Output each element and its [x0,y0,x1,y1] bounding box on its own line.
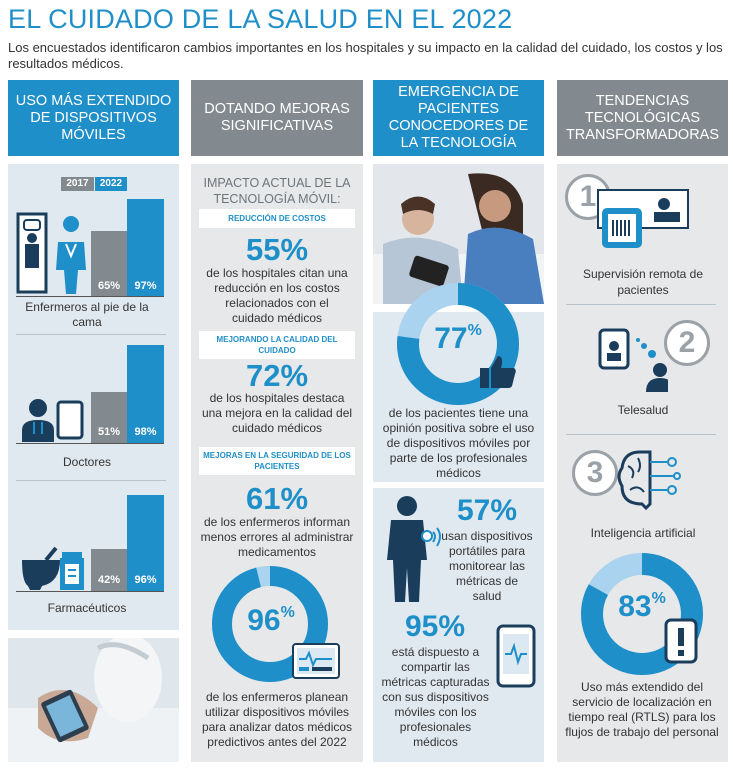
baseline-2 [16,443,164,444]
value-2022-pharmacists: 96% [134,574,157,586]
value-2017-nurses: 65% [97,280,121,292]
text-55: de los hospitales citan una reducción en… [206,266,348,325]
page-title: EL CUIDADO DE LA SALUD EN EL 2022 [8,4,513,34]
col3-header: EMERGENCIA DE PACIENTES CONOCEDORES DE L… [373,80,544,156]
donut-77 [397,283,519,405]
divider [566,434,716,435]
label-pharmacists: Farmacéuticos [47,601,127,615]
text-57: usan dispositivos portátiles para monito… [441,529,533,603]
nurse-tablet-photo [8,638,179,762]
mortar-pill-bottle-icon [22,546,84,590]
donut-77-percent: % [467,322,482,339]
label-ai: Inteligencia artificial [590,526,696,540]
donut-83-number: 83 [618,590,652,623]
label-nurses: Enfermeros al pie de la cama [25,300,149,329]
text-72: de los hospitales destaca una mejora en … [201,391,353,435]
tag-cost-reduction: REDUCCIÓN DE COSTOS [199,209,355,228]
value-2017-doctors: 51% [97,426,121,438]
ai-brain-icon [617,450,681,511]
bar-2017-nurses [91,231,127,296]
bar-2022-pharmacists [127,495,164,591]
stat-61: 61% [245,481,309,516]
baseline-3 [16,591,164,592]
col1-header: USO MÁS EXTENDIDO DE DISPOSITIVOS MÓVILE… [8,80,179,156]
value-2022-doctors: 98% [134,426,157,438]
donut-96-label: 96% [236,604,306,638]
donut-77-label: 77% [423,322,493,356]
phone-heartbeat-icon [496,624,536,688]
donut-77-number: 77 [434,322,468,355]
donut-96-number: 96 [247,604,281,637]
bed-nurse-icon [16,212,86,294]
text-61: de los enfermeros informan menos errores… [200,515,354,559]
label-telehealth: Telesalud [617,403,669,417]
divider [566,304,716,305]
donut-83 [581,553,703,675]
text-83: Uso más extendido del servicio de locali… [565,680,719,739]
legend-2017: 2017 [66,178,89,189]
patient-doctor-photo [373,164,544,304]
bar-2022-nurses [127,199,164,296]
donut-96 [212,566,328,682]
monitor-chart-icon [292,643,340,679]
label-doctors: Doctores [62,455,112,469]
doctor-tablet-icon [22,399,84,442]
value-2017-pharmacists: 42% [97,574,121,586]
number-badge-3: 3 [572,450,618,496]
col2-header: DOTANDO MEJORAS SIGNIFICATIVAS [191,80,363,156]
stat-95: 95% [404,610,466,643]
bar-2017-pharmacists [91,549,127,591]
telehealth-icon [598,328,668,392]
label-remote-monitoring: Supervisión remota de pacientes [582,267,704,297]
value-2022-nurses: 97% [134,280,157,292]
col4-header: TENDENCIAS TECNOLÓGICAS TRANSFORMADORAS [557,80,728,156]
stat-55: 55% [245,232,309,267]
remote-monitoring-icon [597,189,689,248]
bar-2022-doctors [127,345,164,443]
baseline-1 [16,296,164,297]
person-watch-icon [387,496,441,602]
page-subtitle: Los encuestados identificaron cambios im… [8,40,723,71]
divider [16,480,166,481]
thumbs-up-icon [480,356,516,388]
legend-2022: 2022 [99,178,123,189]
text-96: de los enfermeros planean utilizar dispo… [201,690,353,749]
location-alert-icon [664,618,698,664]
number-badge-2: 2 [664,320,710,366]
tag-safety: MEJORAS EN LA SEGURIDAD DE LOS PACIENTES [199,447,355,475]
donut-96-percent: % [280,604,295,621]
donut-83-percent: % [651,590,666,607]
tag-quality: MEJORANDO LA CALIDAD DEL CUIDADO [199,331,355,359]
stat-57: 57% [456,494,518,527]
donut-83-label: 83% [607,590,677,624]
divider [16,334,166,335]
impact-intro: IMPACTO ACTUAL DE LA TECNOLOGÍA MÓVIL: [203,176,351,206]
stat-72: 72% [245,358,309,393]
legend-2022-swatch [95,177,127,191]
text-95: está dispuesto a compartir las métricas … [381,645,490,749]
legend-2017-swatch [61,177,94,191]
text-77: de los pacientes tiene una opinión posit… [382,406,535,480]
bar-2017-doctors [91,392,127,443]
